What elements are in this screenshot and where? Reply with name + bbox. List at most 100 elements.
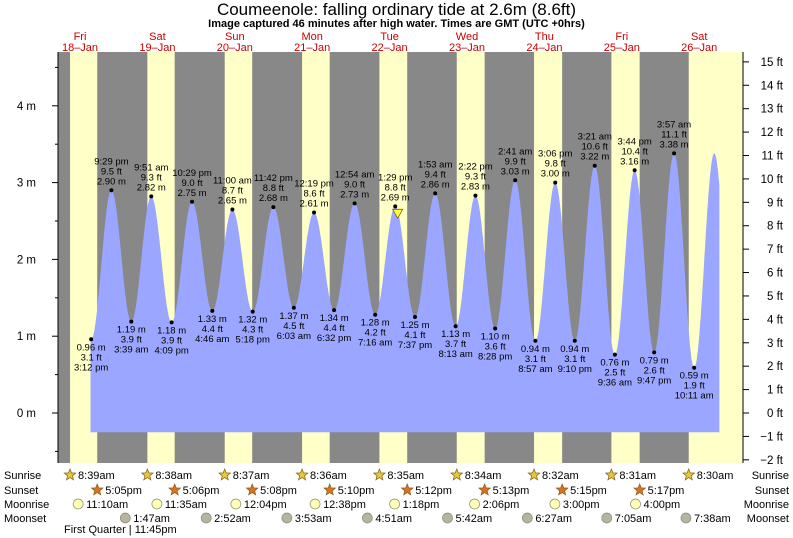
- high-ft-label: 9.0 ft: [181, 178, 202, 189]
- left-tick-label: 3 m: [17, 178, 36, 190]
- sunset-time-label: 5:12pm: [415, 485, 452, 497]
- sunrise-icon: [218, 468, 232, 481]
- chart-title: Coumeenole: falling ordinary tide at 2.6…: [216, 0, 577, 19]
- date-day-label: Thu: [535, 31, 554, 43]
- moonset-time-label: 3:53am: [295, 513, 332, 525]
- date-day-label: Tue: [380, 31, 399, 43]
- low-time-label: 8:57 am: [518, 364, 552, 375]
- moonset-time-label: 2:52am: [214, 513, 251, 525]
- low-m-label: 1.32 m: [238, 315, 267, 326]
- sunset-row-label: Sunset: [4, 485, 38, 497]
- high-water-point: [352, 201, 357, 206]
- high-time-label: 3:57 am: [657, 119, 691, 130]
- date-label: 26–Jan: [681, 42, 717, 54]
- right-tick-label: 4 ft: [767, 314, 784, 326]
- low-time-label: 5:18 pm: [236, 335, 270, 346]
- low-ft-label: 1.9 ft: [684, 381, 705, 392]
- moonrise-icon: [309, 498, 321, 510]
- right-tick-label: 14 ft: [761, 80, 784, 92]
- low-ft-label: 3.1 ft: [564, 354, 585, 365]
- low-ft-label: 4.2 ft: [365, 328, 386, 339]
- sunset-time-label: 5:06pm: [183, 485, 220, 497]
- sunrise-icon: [63, 468, 77, 481]
- date-day-label: Sat: [691, 31, 708, 43]
- high-time-label: 1:53 am: [418, 159, 452, 170]
- date-day-label: Fri: [615, 31, 628, 43]
- low-m-label: 1.33 m: [198, 314, 227, 325]
- astro-table: Sunrise Sunrise 8:39am 8:38am 8:37am 8:36am 8:…: [4, 468, 789, 536]
- right-tick-label: 9 ft: [767, 197, 784, 209]
- low-m-label: 1.37 m: [279, 311, 308, 322]
- sunrise-icon: [682, 468, 696, 481]
- right-tick-label: 12 ft: [761, 127, 784, 139]
- sunset-time-label: 5:15pm: [570, 485, 607, 497]
- sunrise-time-label: 8:37am: [233, 470, 270, 482]
- high-ft-label: 8.6 ft: [303, 189, 324, 200]
- low-m-label: 1.25 m: [400, 320, 429, 331]
- moonset-icon: [119, 512, 131, 524]
- low-ft-label: 3.9 ft: [161, 335, 182, 346]
- date-label: 23–Jan: [449, 42, 485, 54]
- date-day-label: Sun: [225, 31, 245, 43]
- right-tick-label: 13 ft: [761, 104, 784, 116]
- sunset-time-label: 5:10pm: [338, 485, 375, 497]
- moonset-row-label: Moonset: [4, 513, 46, 525]
- sunrise-time-label: 8:34am: [465, 470, 502, 482]
- date-header: Fri18–JanSat19–JanSun20–JanMon21–JanTue2…: [62, 31, 717, 54]
- low-m-label: 1.10 m: [481, 332, 510, 343]
- chart-subtitle: Image captured 46 minutes after high wat…: [208, 18, 585, 30]
- high-m-label: 3.38 m: [660, 139, 689, 150]
- right-tick-label: 2 ft: [767, 361, 784, 373]
- moonrise-icon: [72, 498, 84, 510]
- right-tick-label: 0 ft: [767, 408, 784, 420]
- sunset-icon: [477, 483, 492, 496]
- date-label: 25–Jan: [604, 42, 640, 54]
- low-m-label: 1.28 m: [361, 318, 390, 329]
- low-m-label: 0.59 m: [680, 371, 709, 382]
- high-water-point: [513, 178, 518, 183]
- sunrise-time-label: 8:36am: [310, 470, 347, 482]
- moonset-icon: [601, 512, 613, 524]
- moonrise-time-label: 11:10am: [86, 499, 128, 511]
- high-water-point: [312, 210, 317, 215]
- moon-phase-label: First Quarter | 11:45pm: [64, 524, 177, 536]
- sunset-icon: [555, 483, 569, 496]
- low-time-label: 9:36 am: [598, 378, 632, 389]
- low-water-point: [332, 308, 337, 313]
- sunrise-icon: [450, 468, 464, 481]
- high-time-label: 3:44 pm: [618, 136, 652, 147]
- high-ft-label: 9.0 ft: [344, 179, 365, 190]
- low-water-point: [412, 315, 417, 319]
- moonrise-time-label: 4:00pm: [644, 499, 681, 511]
- moonrise-icon: [151, 498, 163, 510]
- moonrise-row-label-right: Moonrise: [744, 499, 789, 511]
- moonset-time-label: 6:27am: [535, 513, 572, 525]
- low-ft-label: 3.7 ft: [445, 339, 466, 350]
- sunrise-icon: [295, 468, 309, 481]
- low-time-label: 6:32 pm: [317, 333, 351, 344]
- date-label: 21–Jan: [294, 42, 330, 54]
- low-water-point: [373, 312, 378, 317]
- sunrise-icon: [372, 468, 387, 481]
- high-ft-label: 9.4 ft: [425, 169, 446, 180]
- right-tick-label: 11 ft: [761, 151, 783, 163]
- high-water-point: [149, 194, 154, 199]
- high-m-label: 2.75 m: [178, 188, 207, 199]
- right-tick-label: −2 ft: [760, 455, 784, 467]
- low-time-label: 9:10 pm: [558, 364, 592, 375]
- moonset-icon: [521, 512, 533, 524]
- high-ft-label: 9.5 ft: [101, 166, 122, 177]
- high-ft-label: 9.3 ft: [465, 172, 486, 183]
- low-ft-label: 4.1 ft: [404, 330, 425, 341]
- sunrise-time-label: 8:39am: [78, 470, 115, 482]
- low-water-point: [612, 352, 617, 357]
- sunrise-row-label: Sunrise: [4, 470, 41, 482]
- high-water-point: [433, 191, 438, 196]
- sunset-time-label: 5:08pm: [260, 485, 297, 497]
- high-water-point: [230, 207, 235, 212]
- low-water-point: [169, 320, 174, 325]
- low-water-point: [210, 308, 215, 313]
- low-water-point: [129, 319, 134, 324]
- high-m-label: 2.68 m: [259, 193, 288, 204]
